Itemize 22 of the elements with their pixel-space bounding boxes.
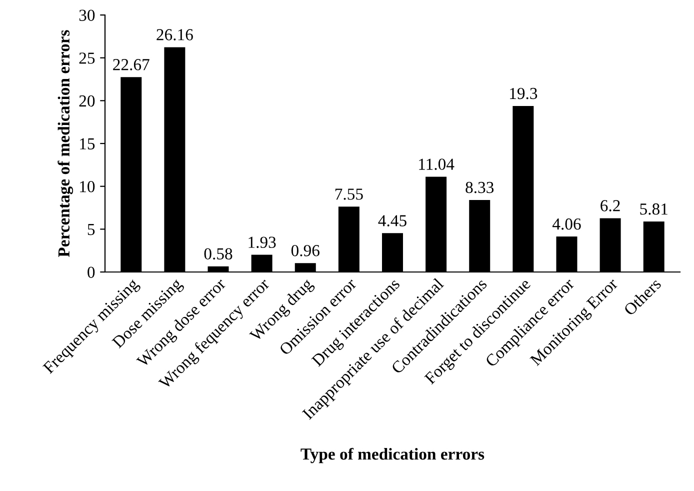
data-label: 4.45 <box>378 215 406 226</box>
x-axis-title: Type of medication errors <box>300 448 484 464</box>
y-tick-label: 10 <box>80 181 95 192</box>
data-label: 4.06 <box>552 218 581 230</box>
y-tick-label: 20 <box>79 95 95 107</box>
data-label: 26.16 <box>156 29 193 40</box>
data-label: 7.55 <box>335 188 363 200</box>
y-tick-label: 25 <box>79 52 95 64</box>
y-tick-label: 0 <box>88 266 95 278</box>
data-label: 11.04 <box>419 158 454 170</box>
y-tick-label: 15 <box>80 138 95 150</box>
data-label: 5.81 <box>640 203 668 215</box>
data-label: 22.67 <box>113 59 150 70</box>
data-label: 0.58 <box>204 248 232 260</box>
data-label: 8.33 <box>466 182 494 194</box>
data-label: 6.2 <box>600 200 620 212</box>
data-label: 0.96 <box>291 244 320 256</box>
y-axis-title: Percentage of medication errors <box>58 30 74 257</box>
data-label: 1.93 <box>248 236 276 248</box>
y-tick-label: 5 <box>88 224 95 236</box>
data-label: 19.3 <box>510 88 538 100</box>
y-tick-label: 30 <box>79 10 95 21</box>
